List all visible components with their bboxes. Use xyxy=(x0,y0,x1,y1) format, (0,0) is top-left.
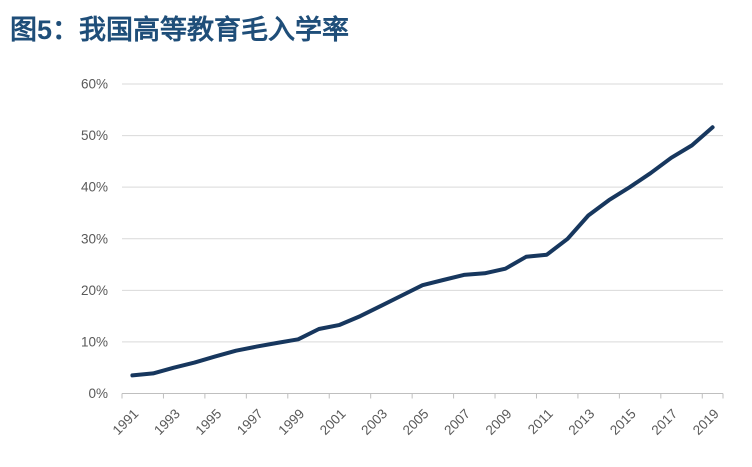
y-tick-label: 30% xyxy=(81,231,108,246)
series-line xyxy=(130,125,715,378)
x-tick-label: 1997 xyxy=(234,406,266,438)
x-tick-label: 2009 xyxy=(483,406,515,438)
x-tick-label: 2017 xyxy=(648,406,680,438)
y-tick-label: 50% xyxy=(81,128,108,143)
x-tick-label: 1991 xyxy=(110,406,142,438)
x-tick-label: 2011 xyxy=(525,406,556,437)
y-tick-label: 60% xyxy=(81,77,108,92)
y-tick-label: 10% xyxy=(81,334,108,349)
x-tick-label: 2015 xyxy=(607,406,639,438)
x-tick-label: 1995 xyxy=(193,406,225,438)
x-tick-label: 2005 xyxy=(400,406,432,438)
x-tick-label: 2013 xyxy=(566,406,598,438)
x-tick-label: 2007 xyxy=(441,406,473,438)
figure-title: 图5：我国高等教育毛入学率 xyxy=(10,15,350,45)
x-tick-label: 1993 xyxy=(151,406,183,438)
y-tick-label: 40% xyxy=(81,180,108,195)
y-tick-label: 20% xyxy=(81,283,108,298)
x-tick-label: 2019 xyxy=(690,406,722,438)
x-tick-label: 1999 xyxy=(275,406,307,438)
x-tick-label: 2003 xyxy=(358,406,390,438)
x-tick-label: 2001 xyxy=(317,406,349,438)
y-tick-label: 0% xyxy=(88,386,108,401)
